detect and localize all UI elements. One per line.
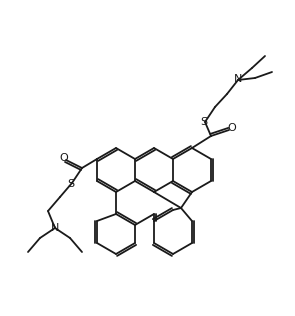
Text: N: N (51, 223, 59, 233)
Text: S: S (68, 179, 75, 189)
Text: S: S (200, 117, 208, 127)
Text: O: O (60, 153, 68, 163)
Text: N: N (234, 74, 242, 84)
Text: O: O (228, 123, 236, 133)
